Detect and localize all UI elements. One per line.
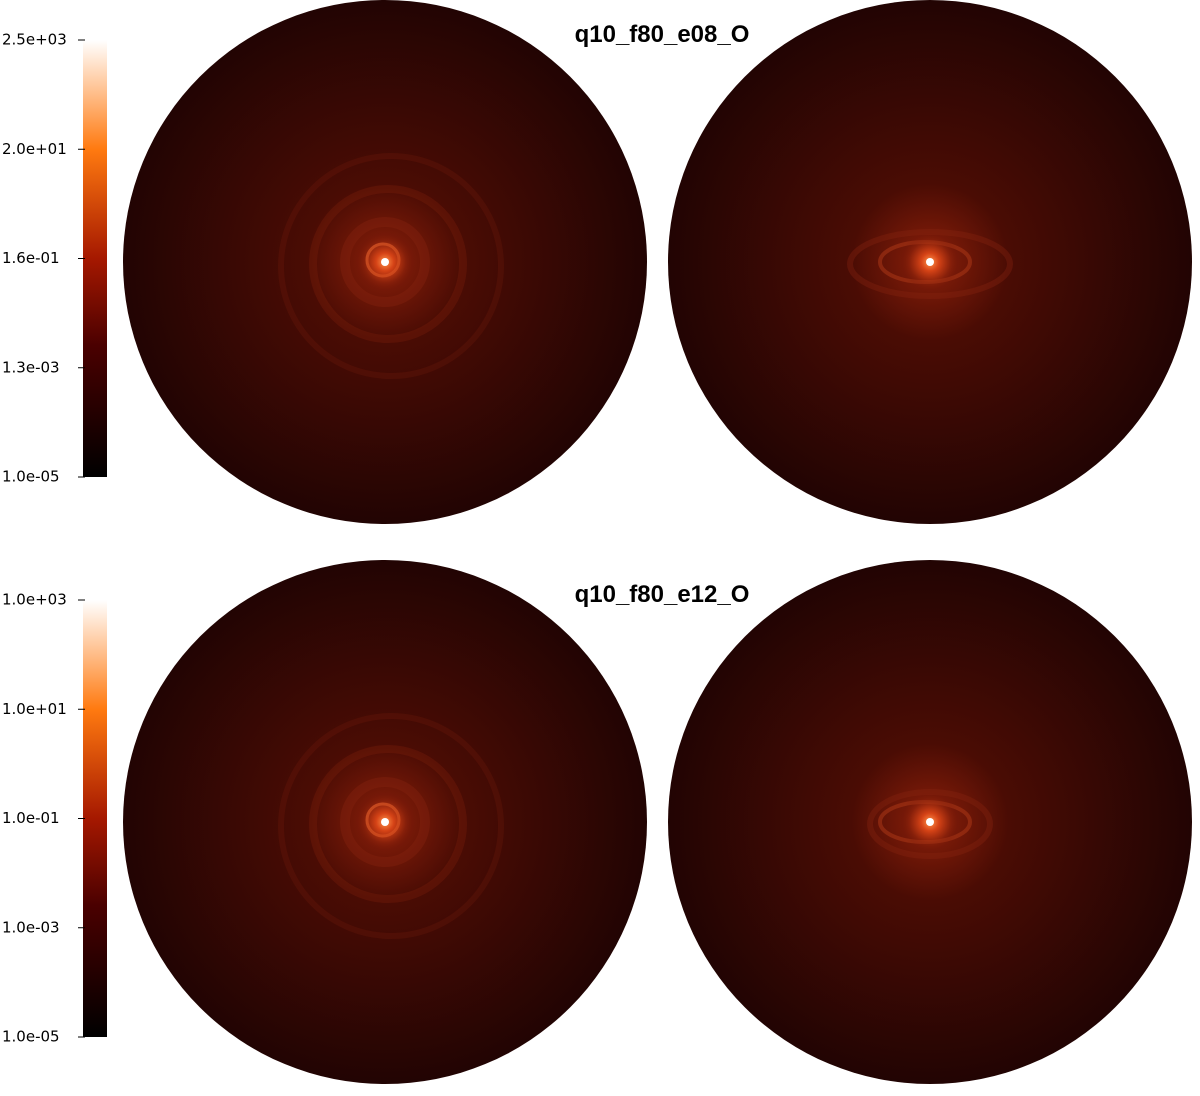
spiral-ring <box>278 713 504 939</box>
colorbar-tick-label: 1.0e-05 <box>2 1028 60 1046</box>
central-star <box>381 258 389 266</box>
panel: 2.5e+03 2.0e+01 1.6e-01 1.3e-03 1.0e-05 q10_f… <box>2 0 1192 524</box>
spiral-ring <box>340 217 430 307</box>
spiral-ring <box>309 185 467 343</box>
colorbar-tick-label: 2.5e+03 <box>2 31 67 49</box>
spiral-ring <box>309 745 467 903</box>
colorbar-tick-label: 1.0e-01 <box>2 809 60 827</box>
central-star <box>926 818 934 826</box>
spiral-ring <box>278 153 504 379</box>
colorbar-tick-label: 1.0e+01 <box>2 700 67 718</box>
panel: 1.0e+03 1.0e+01 1.0e-01 1.0e-03 1.0e-05 q10_f… <box>2 560 1192 1084</box>
colorbar <box>83 40 107 477</box>
colorbar-tick-label: 2.0e+01 <box>2 140 67 158</box>
panel-title: q10_f80_e12_O <box>575 581 750 608</box>
colorbar-tick-label: 1.6e-01 <box>2 249 60 267</box>
colorbar-tick-label: 1.0e-03 <box>2 918 60 936</box>
colorbar-tick-label: 1.0e+03 <box>2 591 67 609</box>
colorbar-tick-label: 1.0e-05 <box>2 468 60 486</box>
central-star <box>926 258 934 266</box>
central-star <box>381 818 389 826</box>
spiral-ring <box>340 777 430 867</box>
colorbar <box>83 600 107 1037</box>
panel-title: q10_f80_e08_O <box>575 21 750 48</box>
colorbar-tick-label: 1.3e-03 <box>2 358 60 376</box>
